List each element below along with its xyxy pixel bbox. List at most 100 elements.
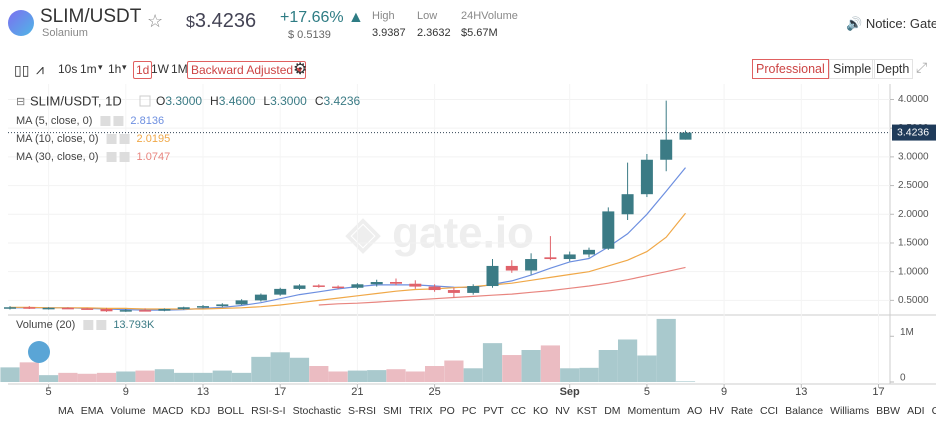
volume-bar: [347, 370, 367, 382]
indicator-tab[interactable]: PVT: [483, 405, 504, 417]
dropdown-caret: ▾: [98, 62, 103, 72]
candle-body: [4, 307, 16, 309]
legend-collapse: ⊟: [16, 96, 25, 108]
indicator-tab[interactable]: CC: [511, 405, 527, 417]
candle-body: [640, 159, 653, 195]
candle-body: [312, 285, 325, 287]
volume-bar: [58, 372, 78, 382]
stat-value: $5.67M: [461, 27, 498, 39]
volume-bar: [425, 366, 445, 382]
indicator-tab[interactable]: PC: [462, 405, 477, 417]
ohlc-key: H: [210, 94, 219, 108]
volume-bar: [540, 345, 560, 382]
indicator-tab[interactable]: HV: [709, 405, 724, 417]
indicator-tab[interactable]: KDJ: [190, 405, 210, 417]
change: +17.66% ▲: [280, 9, 364, 26]
volume-bar: [405, 371, 425, 382]
y-tick-label: 1.0000: [898, 266, 929, 277]
candle-body: [486, 265, 499, 287]
chart-title: SLIM/USDT, 1D: [30, 93, 122, 108]
indicator-tab[interactable]: ADI: [907, 405, 925, 417]
indicator-tab[interactable]: TRIX: [409, 405, 433, 417]
indicator-tab[interactable]: DM: [604, 405, 620, 417]
ma-line: [318, 266, 686, 306]
volume-bar: [39, 375, 59, 382]
candle-body: [177, 307, 190, 309]
indicator-icon[interactable]: ⩘: [36, 61, 44, 77]
candle-body: [23, 307, 36, 309]
indicator-tab[interactable]: NV: [555, 405, 570, 417]
indicator-tab[interactable]: S-RSI: [348, 405, 376, 417]
x-tick-label: Sep: [560, 386, 580, 398]
candle-body: [467, 286, 480, 293]
interval[interactable]: 1W: [151, 62, 169, 76]
indicator-tab[interactable]: CCI: [760, 405, 778, 417]
candle-body: [81, 308, 94, 310]
x-tick-label: 9: [721, 386, 727, 398]
indicator-tab[interactable]: Momentum: [628, 405, 681, 417]
indicator-tab[interactable]: C-RSI: [932, 405, 936, 417]
interval[interactable]: 1d: [133, 61, 153, 79]
candle-body: [254, 294, 267, 301]
view-tab[interactable]: Professional: [752, 59, 829, 79]
candle-body: [61, 307, 74, 310]
volume-bar: [0, 367, 20, 382]
indicator-tab[interactable]: Williams: [830, 405, 869, 417]
x-tick-label: 17: [274, 386, 286, 398]
volume-bar: [193, 372, 213, 382]
candle-body: [390, 282, 402, 284]
interval[interactable]: 1h: [108, 62, 122, 76]
y-tick-label: 2.5000: [898, 180, 929, 191]
interval[interactable]: 1M: [171, 62, 188, 76]
candle-body: [293, 285, 306, 289]
indicator-tab[interactable]: RSI-S-I: [251, 405, 285, 417]
candle-body: [100, 308, 113, 312]
volume-bar: [579, 367, 599, 382]
x-tick-label: 13: [795, 386, 807, 398]
ma-legend-name: MA (5, close, 0): [16, 115, 92, 127]
x-tick-label: 17: [872, 386, 884, 398]
watermark: ◈ gate.io: [345, 209, 534, 258]
x-tick-label: 5: [644, 386, 650, 398]
candle-body: [602, 211, 615, 249]
favorite-star[interactable]: ☆: [147, 11, 164, 31]
adjust-dropdown[interactable]: Backward Adjusted ▾: [187, 61, 307, 79]
indicator-tab[interactable]: SMI: [383, 405, 402, 417]
indicator-tab[interactable]: KO: [533, 405, 548, 417]
price-value: 3.4236: [194, 10, 257, 32]
indicator-tab[interactable]: KST: [577, 405, 598, 417]
dropdown-caret: ▾: [122, 62, 127, 72]
currency: $: [186, 14, 195, 31]
indicator-tab[interactable]: BBW: [876, 405, 900, 417]
indicator-tab[interactable]: AO: [687, 405, 702, 417]
indicator-tab[interactable]: MACD: [153, 405, 184, 417]
candle-icon[interactable]: ▯▯: [14, 62, 30, 78]
view-tab[interactable]: Depth: [872, 59, 914, 79]
ma-line: [10, 167, 686, 311]
candle-body: [544, 257, 557, 260]
x-tick-label: 13: [197, 386, 209, 398]
notice[interactable]: 🔊 Notice: Gate.: [846, 16, 936, 32]
ma-line: [10, 212, 686, 310]
volume-bar: [463, 368, 483, 382]
volume-bar: [270, 352, 290, 382]
indicator-tab[interactable]: Rate: [731, 405, 753, 417]
change-amount: $ 0.5139: [288, 29, 331, 41]
indicator-tab[interactable]: BOLL: [217, 405, 244, 417]
interval[interactable]: 1m: [80, 62, 97, 76]
legend-icon: [139, 95, 151, 107]
interval[interactable]: 10s: [58, 62, 78, 76]
indicator-tab[interactable]: Volume: [111, 405, 146, 417]
stat-label: 24HVolume: [461, 10, 518, 22]
y-tick-label: 0.5000: [898, 295, 929, 306]
fullscreen-icon[interactable]: ⤢: [916, 59, 928, 75]
price: $3.4236: [186, 10, 256, 33]
indicator-tab[interactable]: PO: [440, 405, 455, 417]
indicator-tab[interactable]: EMA: [81, 405, 104, 417]
settings-icon[interactable]: ⚙: [293, 61, 308, 78]
volume-tick-label: 1M: [900, 327, 914, 338]
view-tab[interactable]: Simple: [829, 59, 876, 79]
indicator-tab[interactable]: MA: [58, 405, 74, 417]
indicator-tab[interactable]: Balance: [785, 405, 823, 417]
indicator-tab[interactable]: Stochastic: [293, 405, 341, 417]
